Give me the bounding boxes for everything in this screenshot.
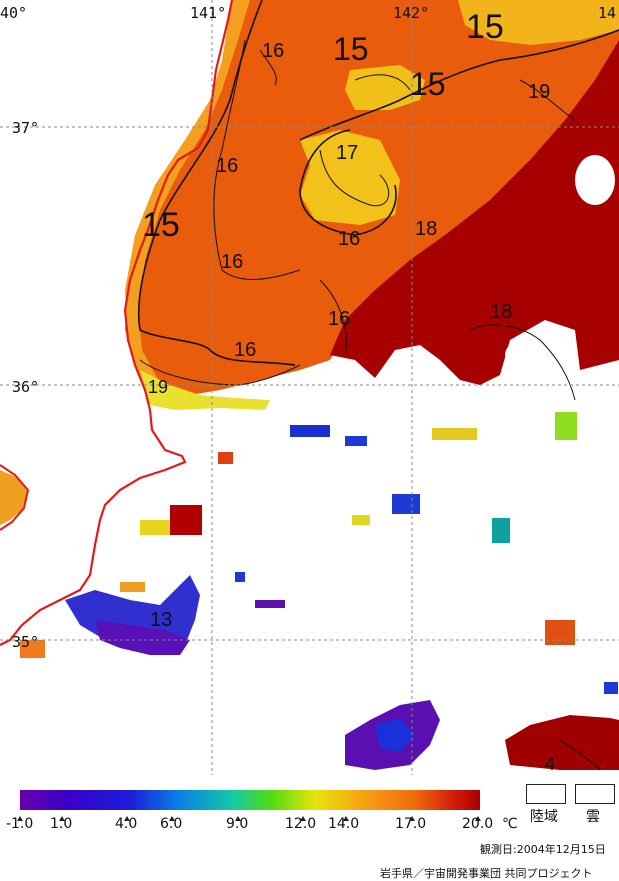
colorbar-tick-label: 9.0 [226,816,249,832]
contour-label: 15 [333,31,369,67]
colorbar-tick-label: 20.0 [462,816,494,832]
colorbar-tick-label: 17.0 [395,816,427,832]
sst-patch-coast-yellow [140,370,270,410]
lon-label-142: 142° [393,4,429,22]
sst-region-west-peninsula [0,470,28,525]
sst-speck-6 [352,515,370,525]
contour-label: 19 [148,377,168,397]
sst-speck-7 [140,520,170,535]
sst-region-dark-red [330,40,619,385]
sst-speck-15 [20,640,45,658]
contour-label: 19 [528,81,550,103]
colorbar-tick-label: 6.0 [160,816,183,832]
contour-label: 16 [234,339,256,361]
colorbar-ticks [17,816,481,821]
sst-speck-1 [290,425,330,437]
colorbar-tick-label: 14.0 [328,816,360,832]
sst-speck-12 [255,600,285,608]
contour-label: 15 [410,66,446,102]
sst-speck-2 [345,436,367,446]
lon-label-141: 141° [190,4,226,22]
colorbar-tick-label: 4.0 [115,816,138,832]
sst-region-coastal-band [125,0,250,402]
temperature-colorbar [17,790,481,821]
lat-label-36: 36° [12,378,39,396]
legend-land-swatch [526,784,566,804]
sst-speck-9 [120,582,145,592]
sst-patch-purple-bay [95,620,190,655]
legend-land-label: 陸域 [530,809,558,825]
sst-speck-10 [545,620,575,645]
contour-label: 16 [221,251,243,273]
contour-label: 15 [466,8,504,46]
credit-text: 岩手県／宇宙開発事業団 共同プロジェクト [380,867,593,880]
legend: -1.0 1.0 4.0 6.0 9.0 12.0 14.0 17.0 20.0… [0,780,619,881]
lon-label-140: 40° [0,4,27,22]
colorbar-tick-label: 1.0 [50,816,73,832]
cloud-patch-1 [575,155,615,205]
cloud-patch-2 [505,335,575,375]
legend-cloud-swatch [575,784,615,804]
contour-lines [137,0,619,771]
lat-label-37: 37° [12,119,39,137]
coastline-honshu [0,0,234,646]
contour-label: 4 [545,754,555,774]
sst-speck-11 [555,412,577,440]
graticule [0,0,619,775]
contour-label: 18 [415,218,437,240]
contour-label: 16 [338,228,360,250]
lat-label-35: 35° [12,633,39,651]
sst-region-southeast-red [505,715,619,770]
contour-label: 13 [150,609,172,631]
sst-speck-5 [492,518,510,543]
contour-label: 16 [262,40,284,62]
legend-cloud-label: 雲 [586,809,600,825]
sst-speck-16 [218,452,233,464]
sst-patch-yellow-1 [300,130,400,225]
coastline-west-peninsula [0,464,30,531]
sst-speck-13 [235,572,245,582]
colorbar-tick-label: 12.0 [285,816,317,832]
contour-label: 17 [336,142,358,164]
lon-label-143: 14 [598,4,616,22]
sst-speck-14 [604,682,618,694]
contour-label: 18 [490,301,512,323]
sst-speck-4 [392,494,420,514]
observation-date: 観測日:2004年12月15日 [480,843,606,856]
colorbar-tick-label: -1.0 [6,816,34,832]
sst-speck-8 [170,505,202,535]
colorbar-unit: ℃ [502,816,518,832]
contour-label: 16 [216,155,238,177]
contour-label: 16 [328,308,350,330]
contour-label: 15 [142,206,180,244]
sst-patch-yellow-3 [458,0,619,45]
sst-patch-south-blue [375,718,415,752]
sea-surface-temperature-map: 40° 141° 142° 14 37° 36° 35° 15 16 15 15… [0,0,619,775]
colorbar-gradient [20,790,480,810]
sst-speck-3 [432,428,477,440]
